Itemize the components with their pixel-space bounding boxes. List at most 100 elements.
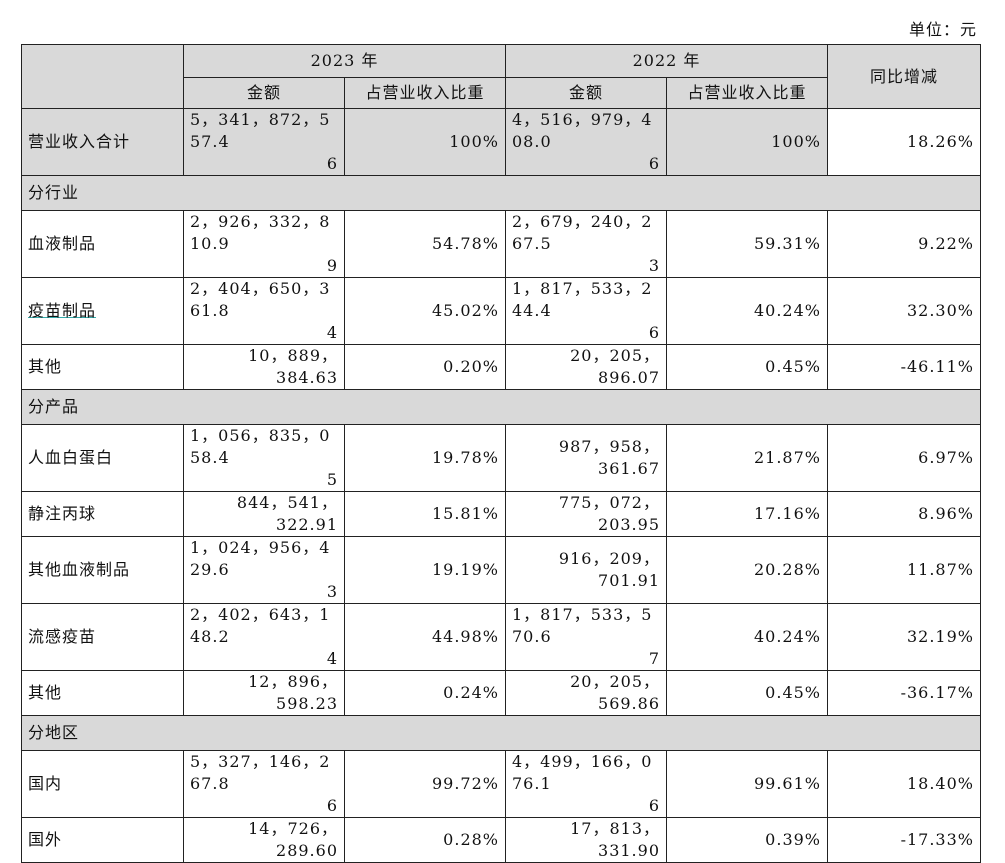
cell-amount-2023: 5，341，872，557.4 6	[183, 108, 345, 176]
cell-yoy: -46.11%	[827, 344, 981, 390]
cell-yoy: 11.87%	[827, 536, 981, 604]
cell-amount-2022: 4，499，166，076.1 6	[505, 750, 667, 818]
cell-text: 1，817，533，570.6	[512, 605, 653, 646]
section-product: 分产品	[21, 389, 981, 425]
cell-text: 4，516，979，408.0	[512, 110, 653, 151]
cell-amount-2023: 1，024，956，429.6 3	[183, 536, 345, 604]
cell-ratio-2022: 21.87%	[666, 424, 828, 492]
header-yoy: 同比增减	[827, 44, 981, 109]
cell-ratio-2022: 17.16%	[666, 491, 828, 537]
cell-text: 5，341，872，557.4	[190, 110, 331, 151]
row-label: 其他血液制品	[21, 536, 184, 604]
cell-text: 9	[326, 256, 338, 275]
cell-text: 4	[326, 649, 338, 668]
table-row: 疫苗制品 2，404，650，361.8 4 45.02% 1，817，533，2…	[21, 277, 981, 345]
table-row: 流感疫苗 2，402，643，148.2 4 44.98% 1，817，533，5…	[21, 603, 981, 671]
cell-yoy: 32.30%	[827, 277, 981, 345]
cell-amount-2023: 2，404，650，361.8 4	[183, 277, 345, 345]
cell-text: 6	[648, 796, 660, 815]
cell-amount-2023: 844，541，322.91	[183, 491, 345, 537]
section-industry: 分行业	[21, 175, 981, 211]
row-label: 国内	[21, 750, 184, 818]
cell-amount-2022: 2，679，240，267.5 3	[505, 210, 667, 278]
row-label-text: 疫苗制品	[28, 301, 97, 320]
cell-ratio-2023: 19.19%	[344, 536, 506, 604]
header-year-2022: 2022 年	[505, 44, 828, 78]
cell-ratio-2023: 54.78%	[344, 210, 506, 278]
cell-yoy: -36.17%	[827, 670, 981, 716]
header-amount-2023: 金额	[183, 77, 345, 109]
table-row: 其他血液制品 1，024，956，429.6 3 19.19% 916，209，7…	[21, 536, 981, 604]
cell-yoy: 18.26%	[827, 108, 981, 176]
cell-text: 2，679，240，267.5	[512, 212, 653, 253]
cell-text: 4，499，166，076.1	[512, 752, 653, 793]
cell-ratio-2022: 0.45%	[666, 670, 828, 716]
cell-amount-2023: 12，896，598.23	[183, 670, 345, 716]
unit-label: 单位：元	[908, 20, 977, 39]
section-row: 分行业	[21, 175, 981, 211]
cell-ratio-2023: 19.78%	[344, 424, 506, 492]
section-row: 分产品	[21, 389, 981, 425]
cell-amount-2022: 1，817，533，570.6 7	[505, 603, 667, 671]
header-ratio-2022: 占营业收入比重	[666, 77, 828, 109]
row-label: 疫苗制品	[21, 277, 184, 345]
header-year-2023: 2023 年	[183, 44, 506, 78]
table-row: 国内 5，327，146，267.8 6 99.72% 4，499，166，076…	[21, 750, 981, 818]
row-label: 血液制品	[21, 210, 184, 278]
cell-ratio-2023: 0.20%	[344, 344, 506, 390]
cell-amount-2023: 2，926，332，810.9 9	[183, 210, 345, 278]
table-row: 血液制品 2，926，332，810.9 9 54.78% 2，679，240，2…	[21, 210, 981, 278]
cell-text: 2，404，650，361.8	[190, 279, 331, 320]
table-row: 人血白蛋白 1，056，835，058.4 5 19.78% 987，958，36…	[21, 424, 981, 492]
cell-amount-2022: 916，209，701.91	[505, 536, 667, 604]
cell-text: 2，926，332，810.9	[190, 212, 331, 253]
cell-yoy: 8.96%	[827, 491, 981, 537]
cell-ratio-2022: 20.28%	[666, 536, 828, 604]
cell-amount-2022: 775，072，203.95	[505, 491, 667, 537]
cell-amount-2023: 2，402，643，148.2 4	[183, 603, 345, 671]
cell-amount-2022: 4，516，979，408.0 6	[505, 108, 667, 176]
cell-amount-2023: 10，889，384.63	[183, 344, 345, 390]
cell-text: 7	[648, 649, 660, 668]
row-label: 静注丙球	[21, 491, 184, 537]
row-label: 其他	[21, 670, 184, 716]
cell-amount-2022: 20，205，896.07	[505, 344, 667, 390]
cell-amount-2022: 987，958，361.67	[505, 424, 667, 492]
cell-amount-2023: 1，056，835，058.4 5	[183, 424, 345, 492]
cell-text: 6	[648, 154, 660, 173]
cell-ratio-2022: 40.24%	[666, 277, 828, 345]
corner-cell	[21, 44, 184, 109]
table-row: 其他 12，896，598.23 0.24% 20，205，569.86 0.4…	[21, 670, 981, 716]
cell-text: 3	[648, 256, 660, 275]
cell-ratio-2023: 0.28%	[344, 817, 506, 863]
section-region: 分地区	[21, 715, 981, 751]
cell-ratio-2023: 100%	[344, 108, 506, 176]
cell-ratio-2022: 40.24%	[666, 603, 828, 671]
cell-text: 6	[326, 796, 338, 815]
cell-text: 1，056，835，058.4	[190, 426, 331, 467]
table-row: 国外 14，726，289.60 0.28% 17，813，331.90 0.3…	[21, 817, 981, 863]
row-label: 其他	[21, 344, 184, 390]
cell-ratio-2023: 44.98%	[344, 603, 506, 671]
revenue-table: 2023 年 2022 年 同比增减 金额 占营业收入比重 金额 占营业收入比重…	[21, 44, 981, 863]
cell-amount-2023: 5，327，146，267.8 6	[183, 750, 345, 818]
cell-amount-2022: 17，813，331.90	[505, 817, 667, 863]
cell-text: 2，402，643，148.2	[190, 605, 331, 646]
cell-ratio-2023: 15.81%	[344, 491, 506, 537]
cell-text: 3	[326, 582, 338, 601]
cell-yoy: 6.97%	[827, 424, 981, 492]
cell-text: 5，327，146，267.8	[190, 752, 331, 793]
header-ratio-2023: 占营业收入比重	[344, 77, 506, 109]
cell-text: 6	[648, 323, 660, 342]
cell-ratio-2022: 59.31%	[666, 210, 828, 278]
row-label: 国外	[21, 817, 184, 863]
cell-yoy: 18.40%	[827, 750, 981, 818]
cell-ratio-2023: 99.72%	[344, 750, 506, 818]
row-label: 营业收入合计	[21, 108, 184, 176]
cell-yoy: -17.33%	[827, 817, 981, 863]
cell-text: 1，024，956，429.6	[190, 538, 331, 579]
cell-text: 1，817，533，244.4	[512, 279, 653, 320]
cell-ratio-2022: 0.39%	[666, 817, 828, 863]
cell-ratio-2022: 0.45%	[666, 344, 828, 390]
cell-amount-2022: 20，205，569.86	[505, 670, 667, 716]
